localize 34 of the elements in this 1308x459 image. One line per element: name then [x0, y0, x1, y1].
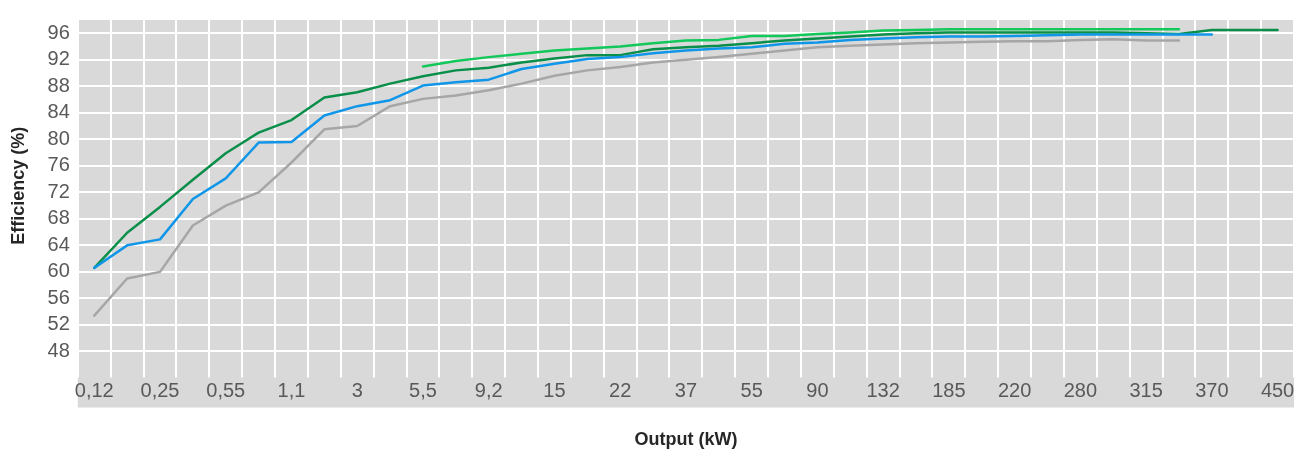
x-tick-label: 280 — [1063, 378, 1098, 401]
y-tick-label: 80 — [47, 126, 70, 149]
x-tick-label: 185 — [932, 378, 966, 401]
y-tick-label: 60 — [47, 259, 70, 282]
y-tick-label: 56 — [47, 285, 70, 308]
y-tick-label: 96 — [47, 20, 70, 43]
x-tick-label: 220 — [997, 378, 1032, 401]
y-tick-label: 64 — [47, 232, 70, 255]
y-tick-label: 92 — [47, 47, 70, 70]
x-tick-label: 55 — [740, 378, 763, 401]
y-tick-label: 48 — [47, 338, 70, 361]
y-tick-label: 88 — [47, 73, 70, 96]
x-tick-label: 315 — [1129, 378, 1163, 401]
x-tick-label: 450 — [1260, 378, 1295, 401]
x-tick-label: 22 — [609, 378, 632, 401]
x-tick-label: 132 — [866, 378, 900, 401]
x-tick-label: 1,1 — [277, 378, 306, 401]
x-tick-label: 3 — [351, 378, 363, 401]
x-axis-title: Output (kW) — [634, 429, 738, 450]
x-tick-label: 37 — [674, 378, 698, 401]
x-tick-label: 15 — [543, 378, 566, 401]
x-tick-label: 9,2 — [474, 378, 503, 401]
x-tick-label: 5,5 — [409, 378, 437, 401]
y-tick-label: 68 — [47, 206, 70, 229]
x-tick-label: 90 — [806, 378, 829, 401]
x-tick-label: 0,12 — [74, 378, 114, 401]
y-tick-label: 84 — [47, 100, 70, 123]
y-axis-title: Efficiency (%) — [7, 126, 28, 245]
x-tick-label: 0,25 — [140, 378, 180, 401]
y-tick-label: 52 — [47, 312, 70, 335]
x-tick-label: 370 — [1195, 378, 1229, 401]
y-tick-label: 72 — [47, 179, 70, 202]
x-tick-label: 0,55 — [206, 378, 246, 401]
y-tick-label: 76 — [47, 153, 70, 176]
